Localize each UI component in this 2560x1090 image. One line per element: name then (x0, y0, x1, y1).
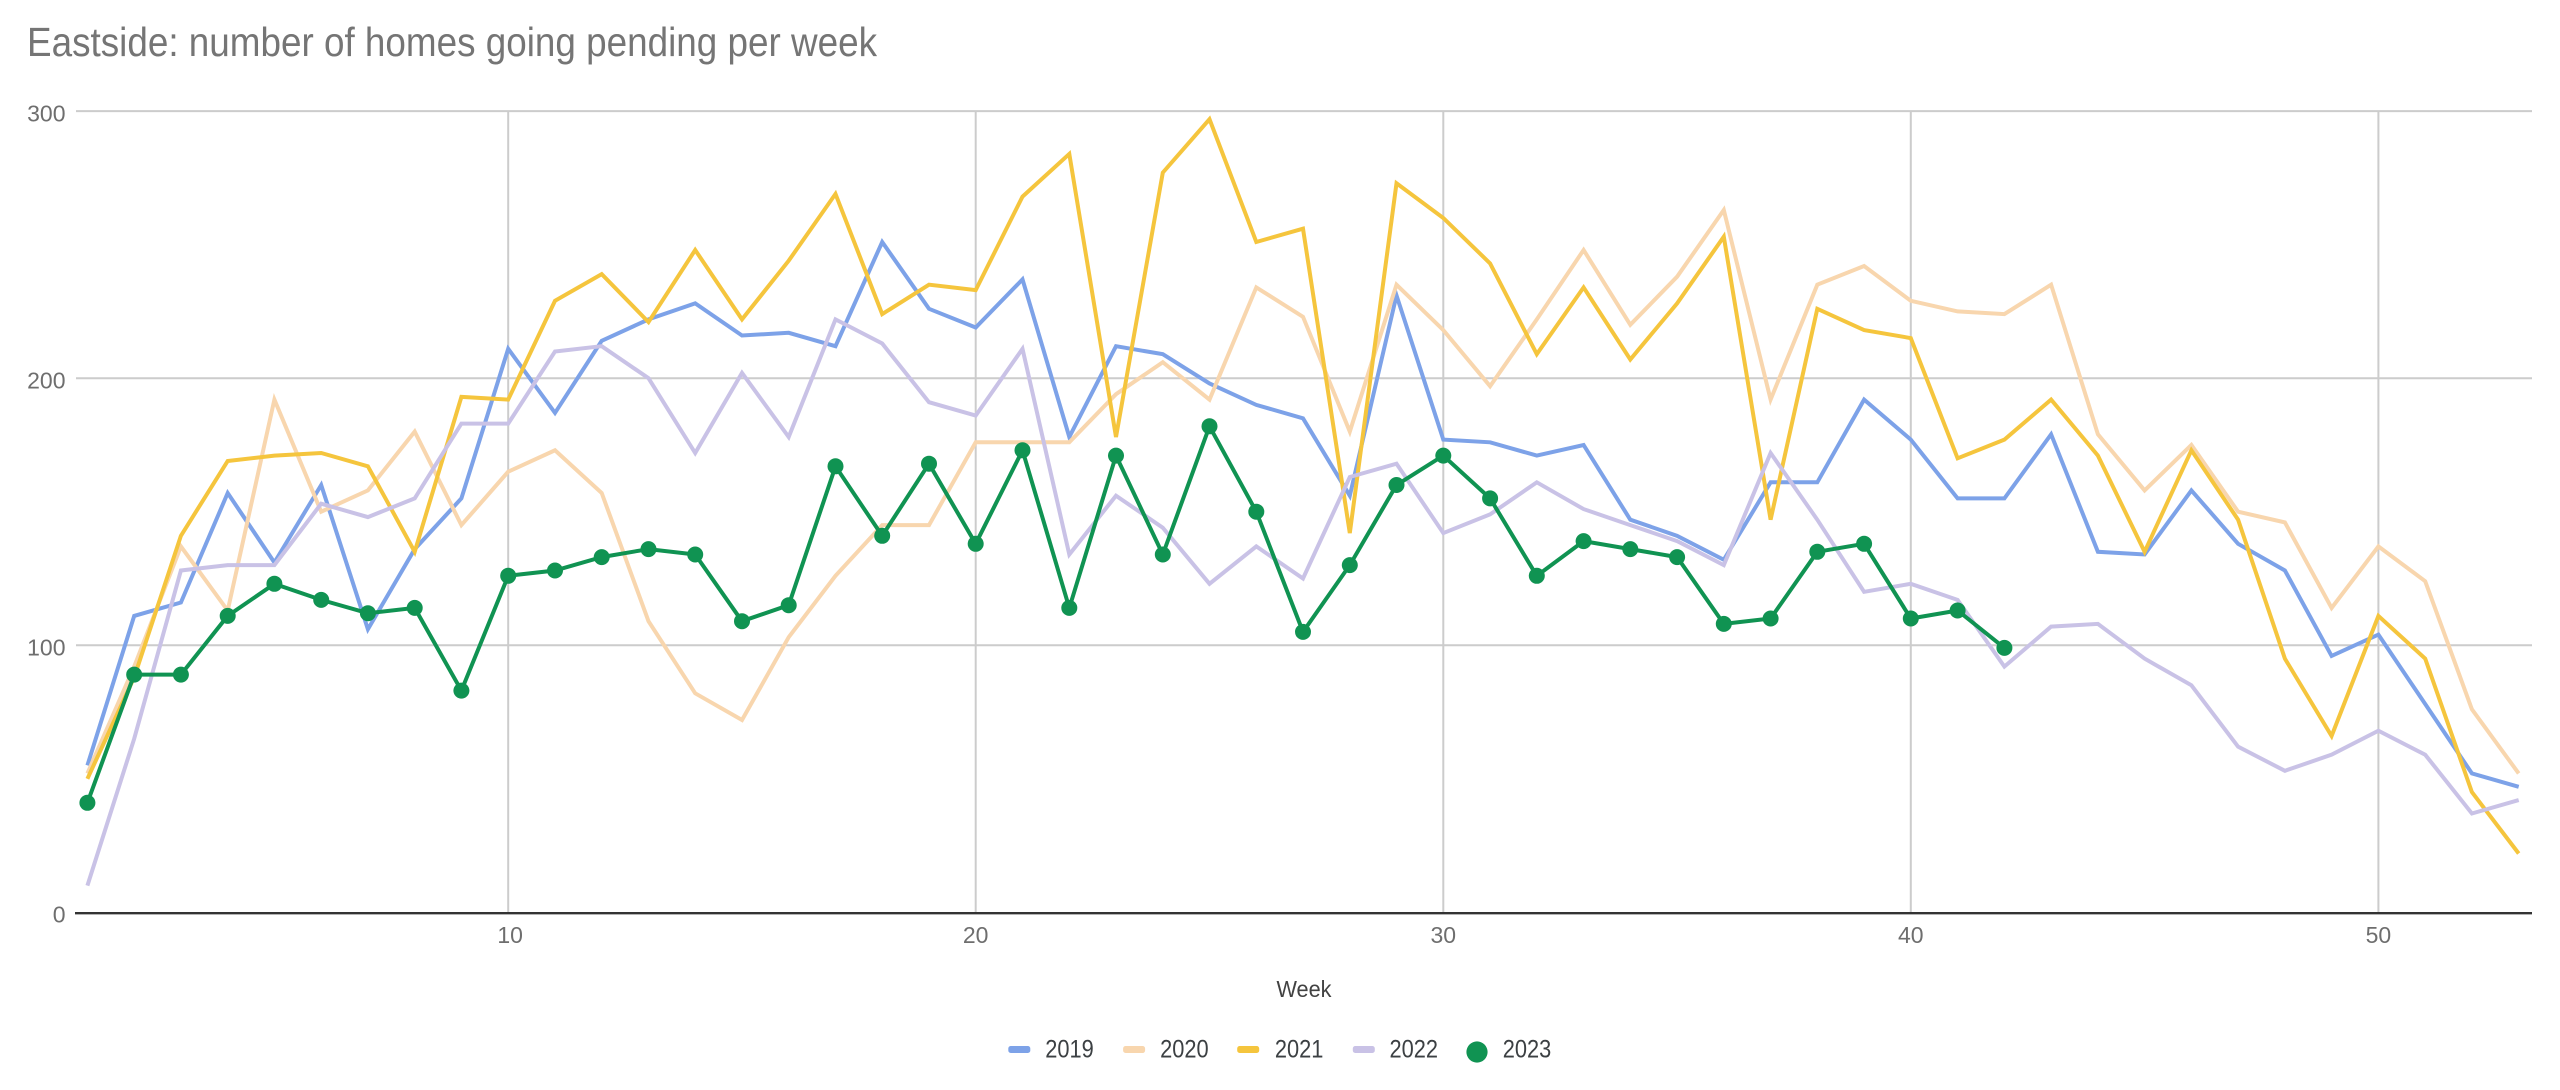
svg-text:Week: Week (1277, 976, 1332, 1002)
svg-text:0: 0 (53, 902, 66, 928)
svg-text:200: 200 (27, 367, 65, 393)
svg-text:300: 300 (27, 100, 65, 126)
svg-text:20: 20 (963, 922, 989, 948)
svg-text:50: 50 (2366, 922, 2392, 948)
svg-text:2020: 2020 (1160, 1036, 1209, 1064)
svg-text:10: 10 (497, 922, 523, 948)
svg-text:30: 30 (1431, 922, 1457, 948)
svg-text:Eastside: number of homes goin: Eastside: number of homes going pending … (27, 19, 877, 65)
svg-text:2023: 2023 (1503, 1036, 1552, 1064)
svg-text:40: 40 (1898, 922, 1924, 948)
svg-text:2019: 2019 (1045, 1036, 1094, 1064)
svg-text:2021: 2021 (1275, 1036, 1324, 1064)
svg-text:2022: 2022 (1390, 1036, 1439, 1064)
svg-text:100: 100 (27, 635, 65, 661)
